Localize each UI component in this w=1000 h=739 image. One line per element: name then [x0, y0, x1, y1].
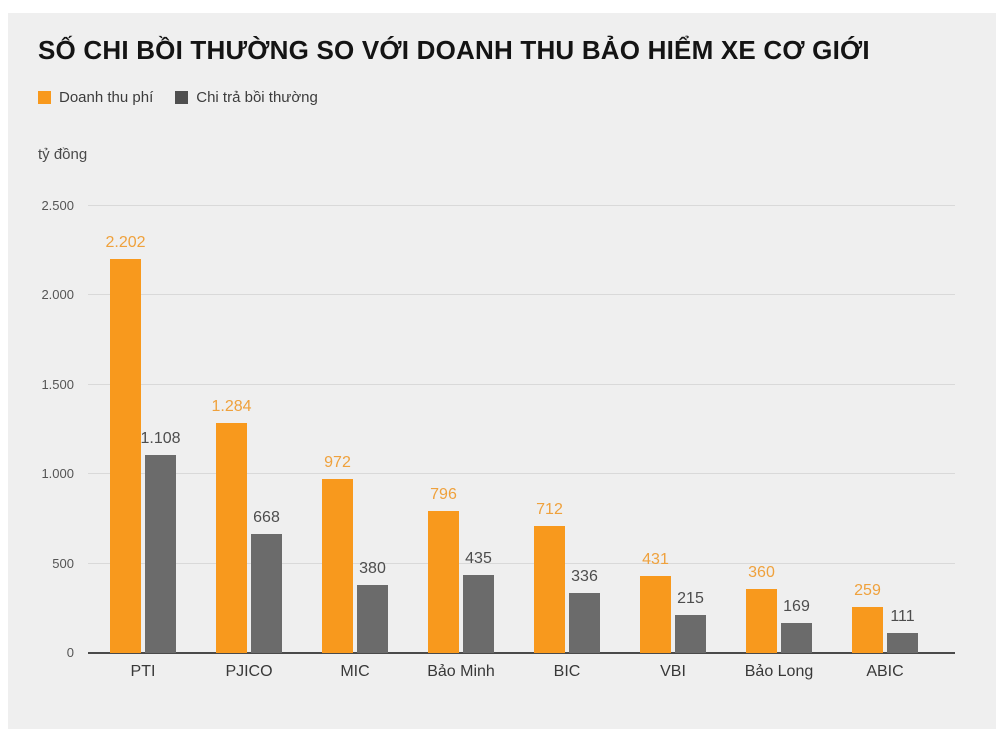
revenue-swatch-icon [38, 91, 51, 104]
value-label-claims: 169 [783, 597, 810, 615]
bar-wrap-revenue: 712 [534, 501, 565, 653]
bar-group-Bảo Minh: 796 435 [428, 486, 494, 653]
y-axis-tick-label: 1.000 [41, 466, 74, 482]
x-axis-category-label: ABIC [866, 663, 904, 680]
value-label-revenue: 712 [536, 500, 563, 518]
bar-claims [145, 454, 176, 653]
bar-wrap-revenue: 1.284 [211, 398, 252, 653]
bar-wrap-revenue: 972 [322, 454, 353, 653]
legend-item-revenue: Doanh thu phí [38, 89, 153, 106]
x-axis-category-label: VBI [660, 663, 686, 680]
bar-revenue [322, 479, 353, 653]
bar-revenue [640, 575, 671, 653]
bar-wrap-revenue: 360 [746, 564, 777, 653]
value-label-revenue: 1.284 [211, 398, 252, 416]
value-label-claims: 1.108 [140, 429, 181, 447]
value-label-revenue: 2.202 [105, 234, 146, 252]
bar-claims [887, 633, 918, 653]
bar-group-PTI: 2.202 1.108 [105, 234, 181, 653]
value-label-revenue: 259 [854, 581, 881, 599]
bar-claims [357, 585, 388, 653]
value-label-claims: 668 [253, 508, 280, 526]
bar-claims [569, 592, 600, 653]
bar-wrap-revenue: 431 [640, 551, 671, 653]
value-label-revenue: 796 [430, 485, 457, 503]
legend-item-claims: Chi trả bồi thường [175, 89, 318, 106]
y-axis-unit-label: tỷ đồng [38, 146, 88, 163]
bar-claims [463, 575, 494, 653]
bar-group-ABIC: 259 111 [852, 582, 918, 653]
gridline [88, 383, 955, 385]
y-axis-tick-label: 1.500 [41, 376, 74, 392]
bar-revenue [746, 588, 777, 653]
bar-wrap-claims: 1.108 [140, 430, 181, 653]
bar-revenue [534, 525, 565, 653]
bar-wrap-claims: 336 [569, 568, 600, 653]
bar-group-BIC: 712 336 [534, 501, 600, 653]
x-axis-category-label: Bảo Long [744, 663, 814, 680]
bar-revenue [428, 510, 459, 653]
x-axis-category-label: MIC [340, 663, 370, 680]
gridline [88, 473, 955, 475]
x-axis-category-label: Bảo Minh [427, 663, 495, 680]
legend-label-revenue: Doanh thu phí [59, 89, 154, 106]
value-label-revenue: 360 [748, 563, 775, 581]
bar-revenue [852, 606, 883, 653]
gridline [88, 294, 955, 296]
y-axis-tick-label: 2.000 [41, 287, 74, 303]
bar-wrap-claims: 169 [781, 598, 812, 653]
bar-wrap-claims: 380 [357, 560, 388, 653]
y-axis-tick-label: 0 [66, 645, 74, 660]
bar-revenue [216, 423, 247, 653]
value-label-claims: 215 [677, 589, 704, 607]
bar-wrap-revenue: 259 [852, 582, 883, 653]
chart-title: SỐ CHI BỒI THƯỜNG SO VỚI DOANH THU BẢO H… [38, 35, 870, 65]
bar-wrap-claims: 668 [251, 509, 282, 653]
bar-wrap-claims: 111 [887, 608, 918, 653]
claims-swatch-icon [175, 91, 189, 104]
x-axis-category-label: PTI [130, 663, 156, 680]
gridline [88, 562, 955, 564]
bar-claims [251, 533, 282, 653]
bar-wrap-claims: 435 [463, 550, 494, 653]
bar-wrap-revenue: 2.202 [105, 234, 146, 653]
value-label-claims: 111 [890, 608, 915, 626]
x-axis-category-label: PJICO [225, 663, 273, 680]
x-axis-line [88, 652, 955, 654]
legend-label-claims: Chi trả bồi thường [196, 89, 318, 106]
value-label-revenue: 431 [642, 550, 669, 568]
bar-group-MIC: 972 380 [322, 454, 388, 653]
value-label-claims: 435 [465, 550, 492, 568]
bar-revenue [110, 259, 141, 653]
x-axis-category-label: BIC [553, 663, 581, 680]
bar-wrap-claims: 215 [675, 590, 706, 653]
bar-claims [781, 622, 812, 653]
y-axis-tick-label: 500 [52, 555, 74, 571]
gridline [88, 205, 955, 206]
bar-claims [675, 614, 706, 653]
bar-group-VBI: 431 215 [640, 551, 706, 653]
legend: Doanh thu phí Chi trả bồi thường [38, 89, 318, 106]
bar-wrap-revenue: 796 [428, 486, 459, 653]
value-label-revenue: 972 [324, 454, 351, 472]
bar-group-Bảo Long: 360 169 [746, 564, 812, 653]
plot-area: 0 500 1.000 1.500 2.000 2.500 2.202 1.108 PTI 1.2… [41, 198, 955, 680]
y-axis-tick-label: 2.500 [41, 198, 74, 213]
value-label-claims: 336 [571, 567, 598, 585]
chart-panel: SỐ CHI BỒI THƯỜNG SO VỚI DOANH THU BẢO H… [8, 13, 996, 729]
bar-group-PJICO: 1.284 668 [211, 398, 282, 653]
value-label-claims: 380 [359, 560, 386, 578]
